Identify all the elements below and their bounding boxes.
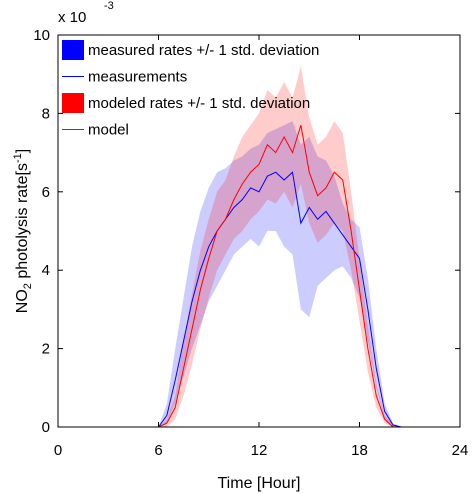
y-tick-label: 0 bbox=[42, 419, 50, 436]
multiplier-exponent: -3 bbox=[104, 0, 114, 12]
y-label-part: ] bbox=[14, 149, 31, 153]
x-tick-label: 0 bbox=[54, 442, 62, 459]
x-tick-label: 12 bbox=[251, 442, 268, 459]
x-axis-label: Time [Hour] bbox=[218, 475, 301, 492]
std-band bbox=[58, 121, 460, 428]
x-tick-label: 6 bbox=[154, 442, 162, 459]
y-tick-label: 6 bbox=[42, 184, 50, 201]
std-band bbox=[58, 66, 460, 428]
y-axis-label: NO2 photolysis rate[s-1] bbox=[12, 149, 34, 313]
legend-label: measurements bbox=[88, 69, 187, 86]
series-line bbox=[58, 125, 460, 428]
series-line bbox=[58, 171, 460, 428]
legend-label: measured rates +/- 1 std. deviation bbox=[88, 42, 319, 59]
x-tick-label: 24 bbox=[452, 442, 469, 459]
y-tick-label: 4 bbox=[42, 262, 50, 279]
y-tick-label: 2 bbox=[42, 341, 50, 358]
legend-label: model bbox=[88, 122, 129, 139]
legend-swatch bbox=[62, 40, 84, 60]
legend-swatch bbox=[62, 93, 84, 113]
y-label-part: NO bbox=[14, 289, 31, 313]
x-tick-label: 18 bbox=[351, 442, 368, 459]
multiplier: x 10 bbox=[58, 9, 86, 26]
y-label-part: photolysis rate[s bbox=[14, 163, 31, 283]
y-tick-label: 8 bbox=[42, 105, 50, 122]
y-label-superscript: -1 bbox=[12, 153, 24, 163]
y-label-subscript: 2 bbox=[22, 283, 34, 289]
legend-label: modeled rates +/- 1 std. deviation bbox=[88, 95, 310, 112]
y-tick-label: 10 bbox=[33, 27, 50, 44]
